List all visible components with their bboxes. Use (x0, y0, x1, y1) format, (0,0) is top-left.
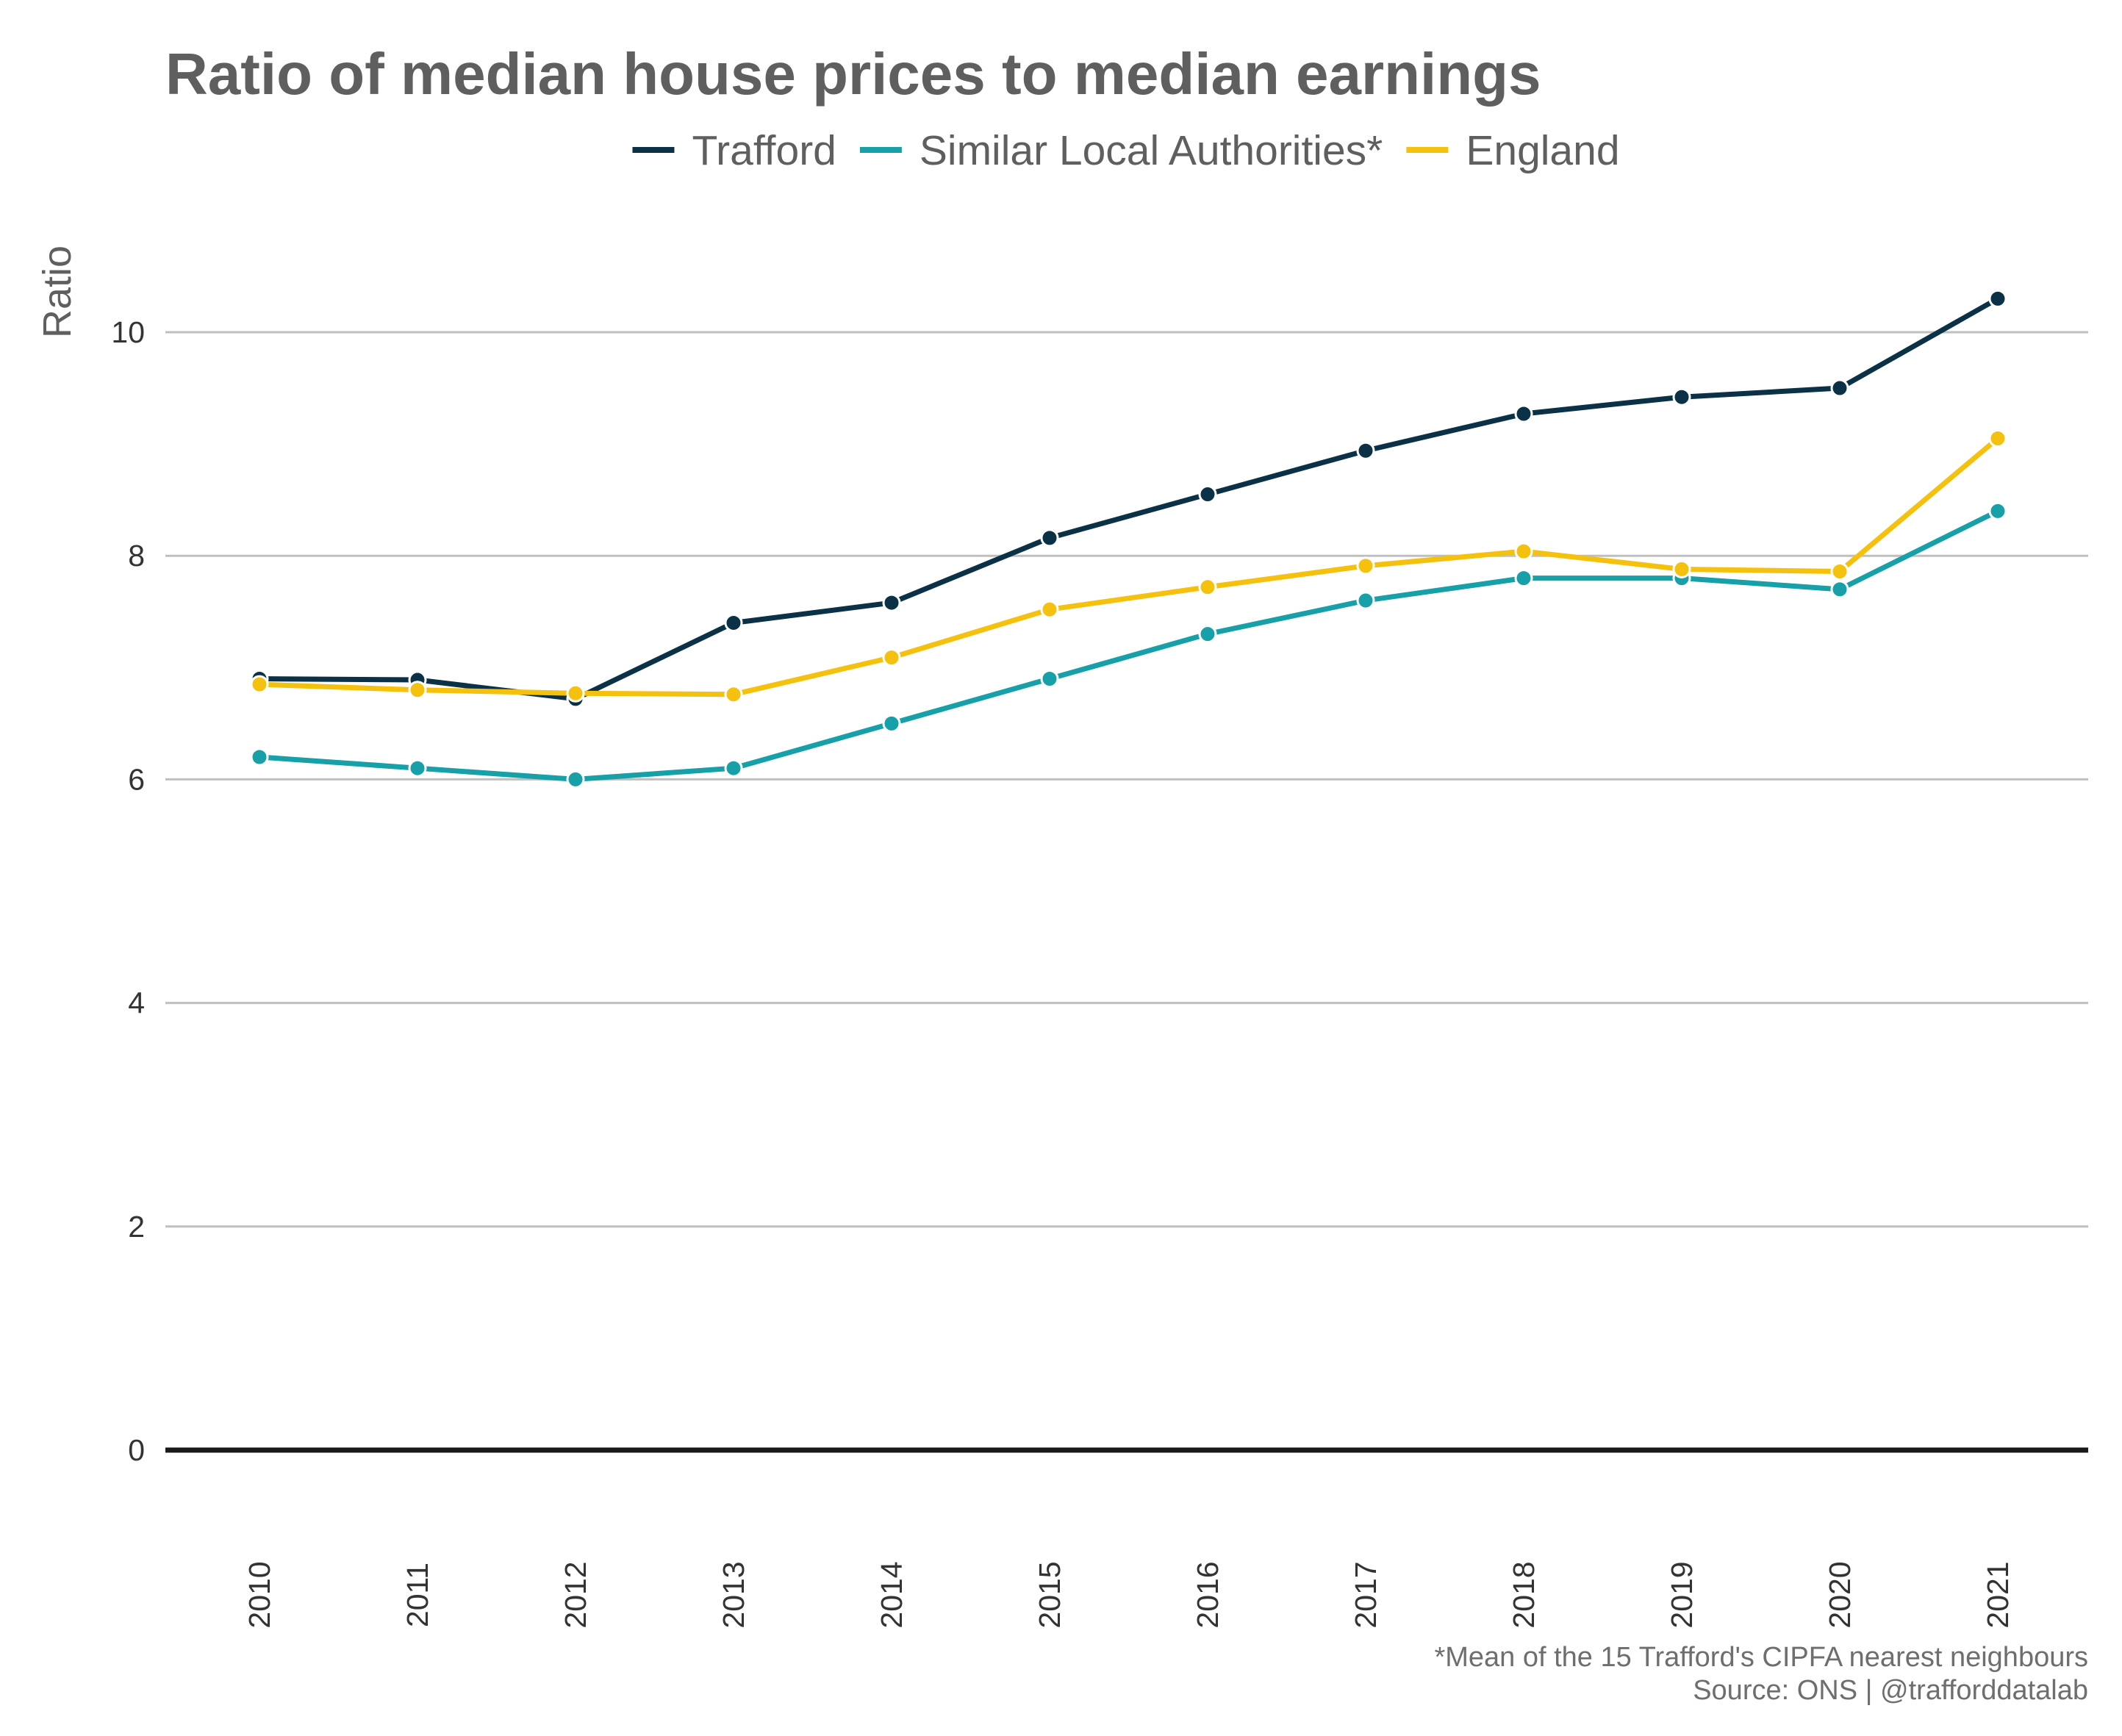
y-tick-label: 10 (111, 315, 145, 349)
series-line-trafford (257, 295, 2001, 702)
data-point-england (1988, 428, 2007, 448)
x-tick-label: 2011 (401, 1563, 434, 1627)
data-point-trafford (1672, 387, 1691, 406)
legend-item-similar: Similar Local Authorities* (859, 127, 1383, 174)
chart-title: Ratio of median house prices to median e… (165, 41, 1541, 107)
series-line-england (257, 435, 2001, 697)
series-points (250, 289, 2007, 789)
data-point-similar (408, 758, 427, 778)
x-tick-label: 2016 (1191, 1561, 1225, 1628)
x-tick-label: 2018 (1507, 1561, 1541, 1628)
data-point-england (250, 675, 269, 694)
x-tick-label: 2014 (875, 1561, 908, 1628)
x-tick-label: 2019 (1665, 1561, 1699, 1628)
data-point-similar (724, 758, 743, 778)
x-tick-label: 2013 (717, 1561, 750, 1628)
data-point-england (1040, 600, 1059, 619)
data-point-trafford (882, 593, 901, 612)
caption-note: *Mean of the 15 Trafford's CIPFA nearest… (1434, 1642, 2088, 1673)
x-tick-label: 2017 (1349, 1561, 1383, 1628)
data-point-similar (1514, 569, 1533, 588)
data-point-similar (1988, 501, 2007, 520)
data-point-england (1356, 556, 1375, 575)
data-point-similar (1830, 580, 1849, 599)
data-point-england (1672, 559, 1691, 578)
data-point-england (724, 685, 743, 704)
data-point-trafford (1830, 379, 1849, 398)
y-tick-label: 6 (128, 762, 145, 796)
x-tick-label: 2015 (1033, 1561, 1067, 1628)
data-point-similar (1040, 670, 1059, 689)
data-point-england (882, 648, 901, 667)
data-point-trafford (724, 613, 743, 632)
y-tick-label: 8 (128, 539, 145, 573)
data-point-england (1830, 562, 1849, 581)
data-point-similar (882, 714, 901, 733)
data-point-trafford (1198, 485, 1217, 504)
data-point-trafford (1514, 404, 1533, 423)
y-axis-ticks: 0 2 4 6 8 10 (111, 315, 145, 1467)
x-tick-label: 2020 (1823, 1561, 1857, 1628)
data-point-similar (566, 770, 585, 789)
y-tick-label: 0 (128, 1433, 145, 1467)
x-tick-label: 2012 (559, 1561, 592, 1628)
data-point-trafford (1040, 528, 1059, 548)
legend-item-trafford: Trafford (632, 127, 836, 174)
legend-label-trafford: Trafford (692, 127, 836, 174)
data-point-england (566, 684, 585, 703)
y-axis-label: Ratio (35, 245, 79, 338)
x-tick-label: 2021 (1981, 1561, 2015, 1628)
legend-label-similar: Similar Local Authorities* (920, 127, 1383, 174)
legend-label-england: England (1466, 127, 1619, 174)
caption-source: Source: ONS | @trafforddatalab (1693, 1675, 2088, 1706)
legend-item-england: England (1406, 127, 1620, 174)
y-tick-label: 2 (128, 1210, 145, 1244)
data-point-england (408, 681, 427, 700)
y-tick-label: 4 (128, 986, 145, 1020)
legend: Trafford Similar Local Authorities* Englan… (632, 127, 1620, 174)
data-point-similar (1356, 591, 1375, 610)
data-point-england (1514, 542, 1533, 561)
x-axis-ticks: 2010 2011 2012 2013 2014 2015 2016 2017 2018 2019… (243, 1561, 2015, 1628)
series-line-similar (257, 508, 2001, 782)
data-point-similar (250, 747, 269, 767)
series-lines (257, 295, 2001, 782)
gridlines (165, 331, 2088, 1228)
x-tick-label: 2010 (243, 1561, 276, 1628)
data-point-england (1198, 578, 1217, 597)
data-point-similar (1198, 625, 1217, 644)
data-point-trafford (1988, 289, 2007, 308)
data-point-trafford (1356, 441, 1375, 460)
